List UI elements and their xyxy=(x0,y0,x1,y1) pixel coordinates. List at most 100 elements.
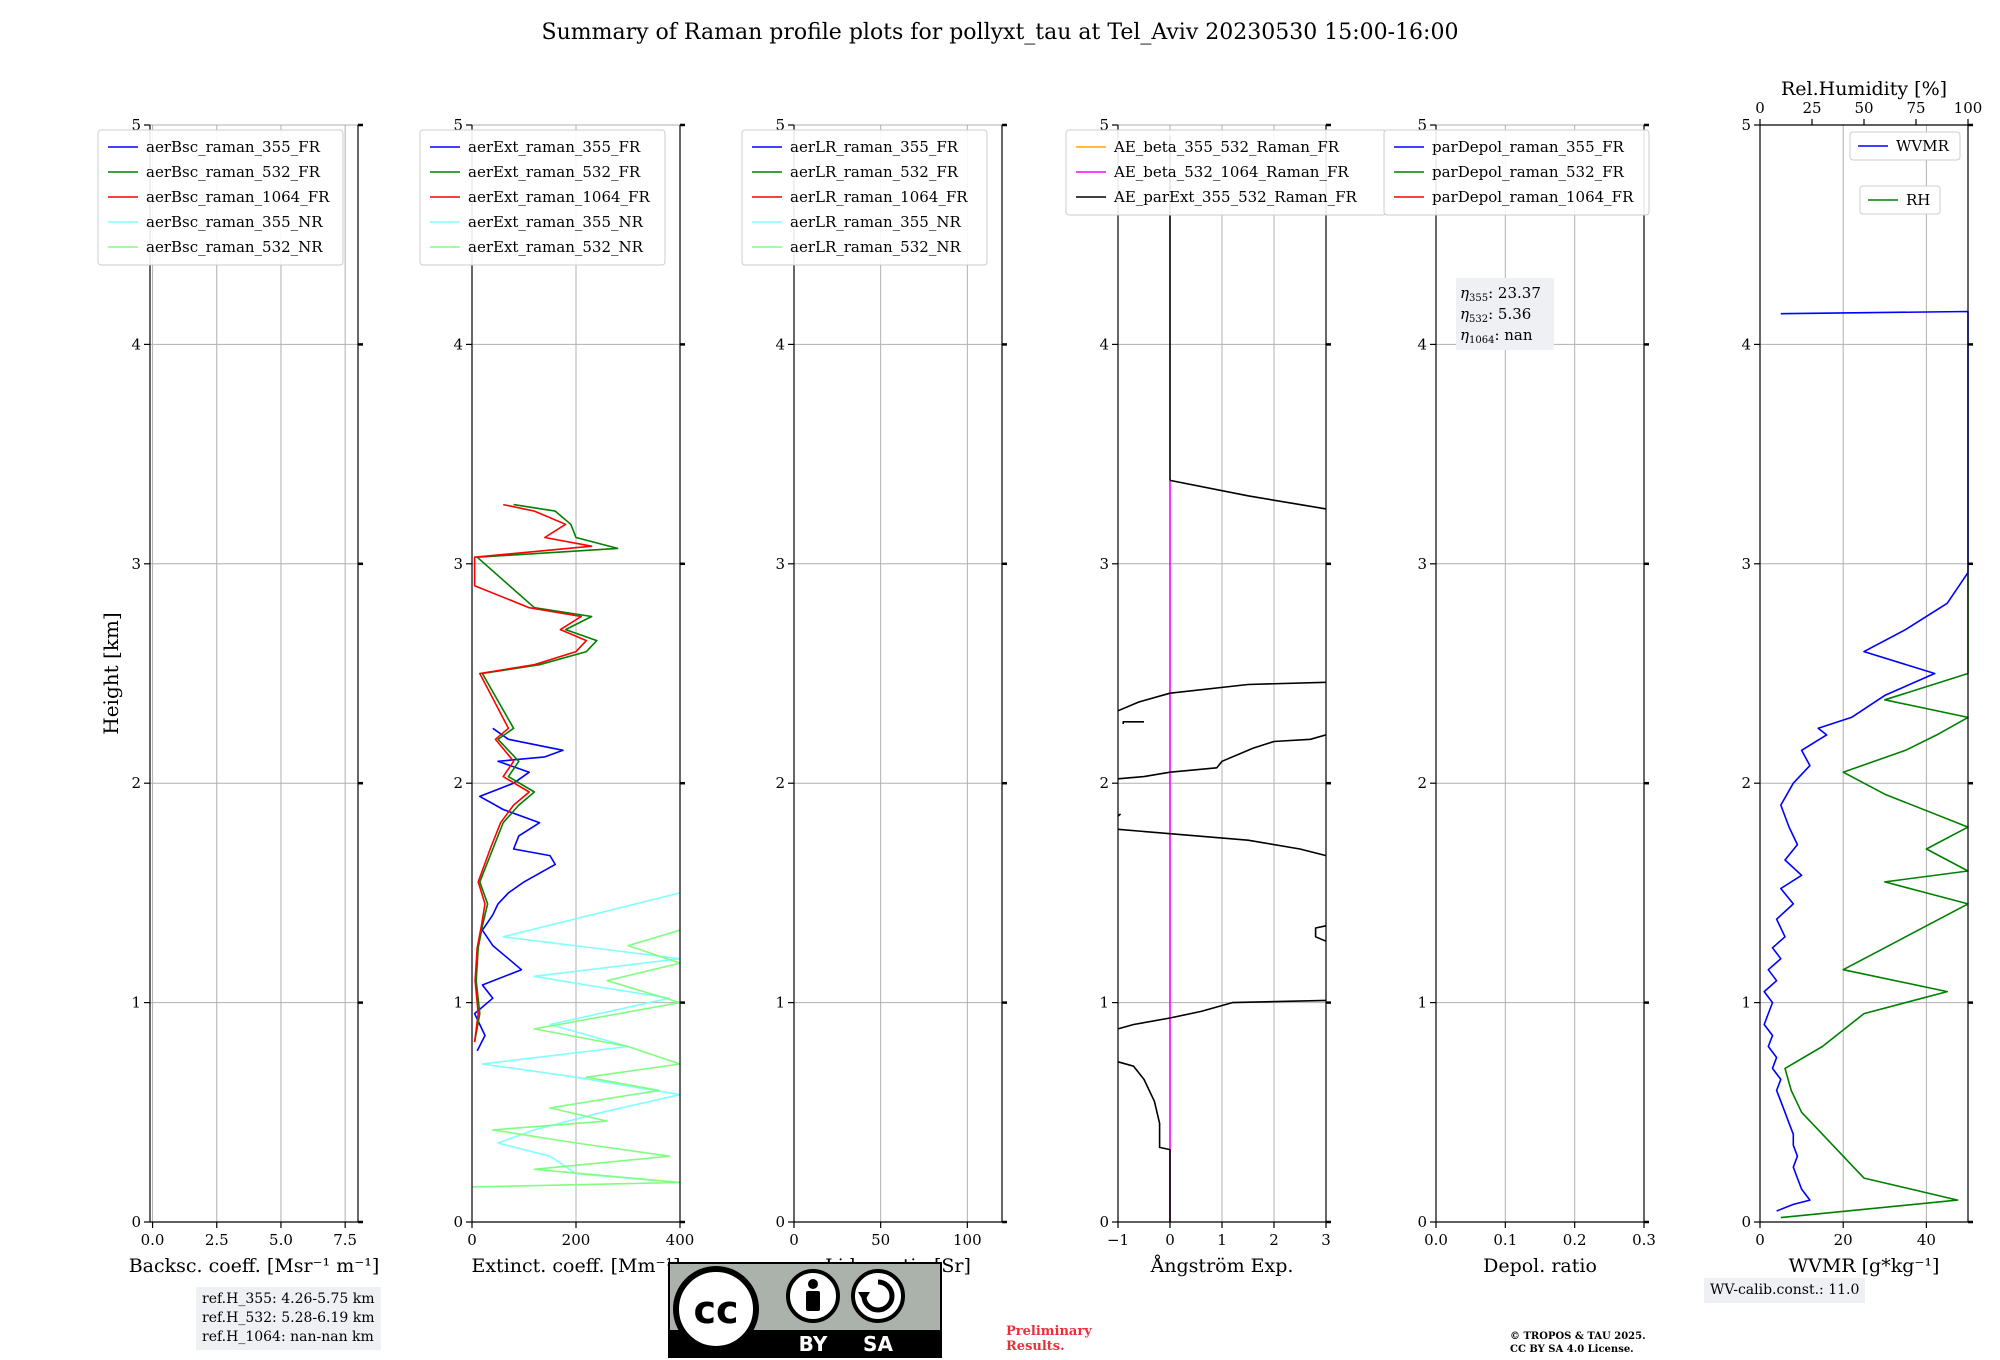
series-line-aerExt_raman_532_FR xyxy=(473,503,619,1043)
series-line-AE_parExt_355_532_Raman_FR xyxy=(1117,999,1327,1030)
y-tick-label: 5 xyxy=(453,116,463,134)
legend-label: aerLR_raman_1064_FR xyxy=(790,188,968,206)
legend-label: parDepol_raman_1064_FR xyxy=(1432,188,1634,206)
x-tick-label: 2 xyxy=(1269,1231,1279,1249)
legend-label: aerBsc_raman_355_NR xyxy=(146,213,323,231)
y-tick-label: 5 xyxy=(1099,116,1109,134)
y-tick-label: 2 xyxy=(453,774,463,792)
y-tick-label: 4 xyxy=(453,335,463,353)
series-line-AE_parExt_355_532_Raman_FR xyxy=(1169,479,1327,510)
cc-label: cc xyxy=(693,1288,738,1332)
y-tick-label: 1 xyxy=(1417,994,1427,1012)
legend-label: aerLR_raman_532_FR xyxy=(790,163,959,181)
y-tick-label: 2 xyxy=(1741,774,1751,792)
series-line-AE_parExt_355_532_Raman_FR xyxy=(1117,734,1327,780)
legend-label: AE_parExt_355_532_Raman_FR xyxy=(1113,188,1358,206)
y-tick-label: 0 xyxy=(131,1213,141,1231)
y-tick-label: 0 xyxy=(1417,1213,1427,1231)
x-tick-label: 20 xyxy=(1834,1231,1853,1249)
legend-label: aerExt_raman_1064_FR xyxy=(468,188,650,206)
y-tick-label: 1 xyxy=(453,994,463,1012)
x-tick-label: 0.3 xyxy=(1632,1231,1656,1249)
legend-box xyxy=(419,129,666,266)
legend-label: AE_beta_532_1064_Raman_FR xyxy=(1113,163,1349,181)
legend-box xyxy=(741,129,988,266)
y-tick-label: 5 xyxy=(131,116,141,134)
y-tick-label: 4 xyxy=(131,335,141,353)
legend-label: aerBsc_raman_355_FR xyxy=(146,138,321,156)
series-line-aerExt_raman_355_NR xyxy=(481,892,681,1184)
legend-label: aerExt_raman_532_NR xyxy=(468,238,644,256)
y-tick-label: 5 xyxy=(775,116,785,134)
legend-label: aerBsc_raman_532_NR xyxy=(146,238,323,256)
legend-box xyxy=(1383,129,1650,216)
reference-heights-box: ref.H_355: 4.26-5.75 km ref.H_532: 5.28-… xyxy=(196,1287,381,1350)
y-tick-label: 1 xyxy=(1099,994,1109,1012)
x-tick-label: 40 xyxy=(1917,1231,1936,1249)
legend-label: aerLR_raman_532_NR xyxy=(790,238,961,256)
preliminary-note: Preliminary Results. xyxy=(1006,1324,1092,1354)
x2-tick-label: 100 xyxy=(1954,99,1983,117)
annotation-eta: η1064: nan xyxy=(1460,326,1533,346)
x-tick-label: −1 xyxy=(1107,1231,1129,1249)
by-label: BY xyxy=(799,1332,828,1356)
x-tick-label: 3 xyxy=(1321,1231,1331,1249)
x2-axis-label: Rel.Humidity [%] xyxy=(1781,78,1947,100)
series-line-AE_parExt_355_532_Raman_FR xyxy=(1117,828,1327,857)
y-tick-label: 2 xyxy=(1099,774,1109,792)
y-tick-label: 0 xyxy=(453,1213,463,1231)
y-tick-label: 5 xyxy=(1417,116,1427,134)
x-axis-label: Depol. ratio xyxy=(1483,1255,1597,1277)
panel-extinction: 0 200 400 0 1 2 3 4 5 Extinct. coeff. [Mm⁻¹] aerEx… xyxy=(419,116,694,1277)
legend-label: aerExt_raman_355_FR xyxy=(468,138,641,156)
y-tick-label: 3 xyxy=(131,555,141,573)
legend-label: aerBsc_raman_1064_FR xyxy=(146,188,330,206)
legend-box xyxy=(97,129,344,266)
panel-depolarization: 0.0 0.1 0.2 0.3 0 1 2 3 4 5 Depol. ratio parDepol_r… xyxy=(1383,116,1656,1277)
legend-box xyxy=(1849,131,1961,161)
wv-calib-text: WV-calib.const.: 11.0 xyxy=(1710,1282,1860,1298)
y-tick-label: 4 xyxy=(1741,335,1751,353)
y-tick-label: 3 xyxy=(1099,555,1109,573)
series-line-RH xyxy=(1780,572,1969,1219)
x-tick-label: 0 xyxy=(789,1231,799,1249)
copyright-note: © TROPOS & TAU 2025. CC BY SA 4.0 Licens… xyxy=(1510,1330,1646,1356)
series-line-AE_parExt_355_532_Raman_FR xyxy=(1117,1061,1171,1222)
series-line-aerExt_raman_1064_FR xyxy=(473,503,593,1043)
x2-tick-label: 50 xyxy=(1854,99,1873,117)
x-tick-label: 50 xyxy=(871,1231,890,1249)
x-tick-label: 200 xyxy=(562,1231,591,1249)
x-tick-label: 0.0 xyxy=(1424,1231,1448,1249)
series-line-aerExt_raman_355_FR xyxy=(473,727,564,1052)
series-line-AE_parExt_355_532_Raman_FR xyxy=(1122,720,1144,724)
annotation-eta: η355: 23.37 xyxy=(1460,284,1541,304)
y-tick-label: 0 xyxy=(1741,1213,1751,1231)
y-tick-label: 5 xyxy=(1741,116,1751,134)
legend-label: aerLR_raman_355_NR xyxy=(790,213,961,231)
panel-backscatter: 0.0 2.5 5.0 7.5 0 1 2 3 4 5 Backsc. coeff. [Msr⁻¹ … xyxy=(97,116,379,1277)
legend-label: aerExt_raman_355_NR xyxy=(468,213,644,231)
ref-height-532: ref.H_532: 5.28-6.19 km xyxy=(202,1310,375,1326)
panel-wvmr: 0 20 40 0 1 2 3 4 5 WVMR [g*kg⁻¹] 0 25 50 75 100 Rel.Hu… xyxy=(1741,78,1982,1277)
wv-calibration-box: WV-calib.const.: 11.0 xyxy=(1704,1278,1866,1303)
ref-height-1064: ref.H_1064: nan-nan km xyxy=(202,1329,374,1345)
y-tick-label: 4 xyxy=(1417,335,1427,353)
series-line-AE_parExt_355_532_Raman_FR xyxy=(1314,925,1327,942)
copyright-line-1: © TROPOS & TAU 2025. xyxy=(1510,1331,1646,1342)
y-tick-label: 0 xyxy=(775,1213,785,1231)
x-tick-label: 0 xyxy=(1755,1231,1765,1249)
x-tick-label: 0 xyxy=(467,1231,477,1249)
x-tick-label: 7.5 xyxy=(333,1231,357,1249)
x-tick-label: 1 xyxy=(1217,1231,1227,1249)
x2-tick-label: 0 xyxy=(1755,99,1765,117)
ref-height-355: ref.H_355: 4.26-5.75 km xyxy=(202,1291,375,1307)
annotation-box xyxy=(1456,278,1554,350)
sa-label: SA xyxy=(863,1332,893,1356)
y-tick-label: 1 xyxy=(1741,994,1751,1012)
legend-label: RH xyxy=(1906,191,1930,209)
y-tick-label: 2 xyxy=(775,774,785,792)
legend-label: WVMR xyxy=(1896,137,1950,155)
x-tick-label: 0.0 xyxy=(141,1231,165,1249)
